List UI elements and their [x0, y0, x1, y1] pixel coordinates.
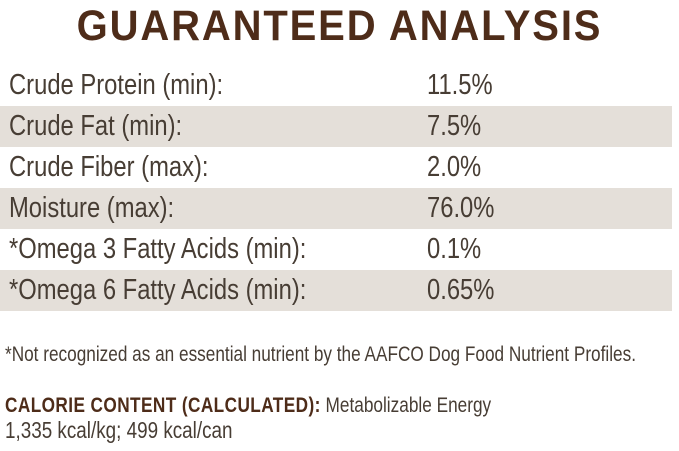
calorie-content-line: CALORIE CONTENT (CALCULATED): Metaboliza…: [5, 393, 679, 418]
row-value: 0.1%: [427, 233, 482, 265]
row-label-cell: Crude Fat (min):: [9, 110, 427, 143]
row-value: 0.65%: [427, 274, 495, 306]
calorie-content-section: CALORIE CONTENT (CALCULATED): Metaboliza…: [0, 393, 679, 443]
row-value-cell: 0.1%: [427, 233, 493, 266]
row-label: *Omega 3 Fatty Acids (min):: [9, 233, 307, 265]
row-label: Moisture (max):: [9, 192, 175, 224]
row-value-cell: 11.5%: [427, 69, 507, 102]
table-row: *Omega 3 Fatty Acids (min): 0.1%: [0, 229, 672, 270]
row-label-cell: Moisture (max):: [9, 192, 427, 225]
page-title: GUARANTEED ANALYSIS: [76, 2, 603, 50]
table-row: *Omega 6 Fatty Acids (min): 0.65%: [0, 270, 672, 311]
calorie-content-heading: CALORIE CONTENT (CALCULATED):: [5, 394, 321, 417]
calorie-content-description: Metabolizable Energy: [320, 394, 492, 417]
row-value-cell: 2.0%: [427, 151, 493, 184]
calorie-content-line-text: CALORIE CONTENT (CALCULATED): Metaboliza…: [5, 393, 491, 418]
aafco-footnote: *Not recognized as an essential nutrient…: [0, 340, 679, 368]
table-row: Crude Fat (min): 7.5%: [0, 106, 672, 147]
row-value: 2.0%: [427, 151, 482, 183]
aafco-footnote-text: *Not recognized as an essential nutrient…: [5, 342, 636, 366]
row-label-cell: Crude Fiber (max):: [9, 151, 427, 184]
table-row: Crude Protein (min): 11.5%: [0, 65, 672, 106]
table-row: Crude Fiber (max): 2.0%: [0, 147, 672, 188]
row-value: 11.5%: [427, 69, 493, 101]
row-value-cell: 0.65%: [427, 274, 509, 307]
row-label-cell: *Omega 6 Fatty Acids (min):: [9, 274, 427, 307]
row-value: 7.5%: [427, 110, 482, 142]
row-label: Crude Fiber (max):: [9, 151, 209, 183]
row-label: Crude Protein (min):: [9, 69, 224, 101]
row-label-cell: *Omega 3 Fatty Acids (min):: [9, 233, 427, 266]
calorie-values-text: 1,335 kcal/kg; 499 kcal/can: [5, 417, 233, 443]
row-label: *Omega 6 Fatty Acids (min):: [9, 274, 307, 306]
row-label-cell: Crude Protein (min):: [9, 69, 427, 102]
row-value-cell: 7.5%: [427, 110, 493, 143]
calorie-values-line: 1,335 kcal/kg; 499 kcal/can: [5, 418, 679, 443]
analysis-table: Crude Protein (min): 11.5% Crude Fat (mi…: [0, 65, 672, 311]
row-value-cell: 76.0%: [427, 192, 509, 225]
row-value: 76.0%: [427, 192, 495, 224]
row-label: Crude Fat (min):: [9, 110, 183, 142]
table-row: Moisture (max): 76.0%: [0, 188, 672, 229]
